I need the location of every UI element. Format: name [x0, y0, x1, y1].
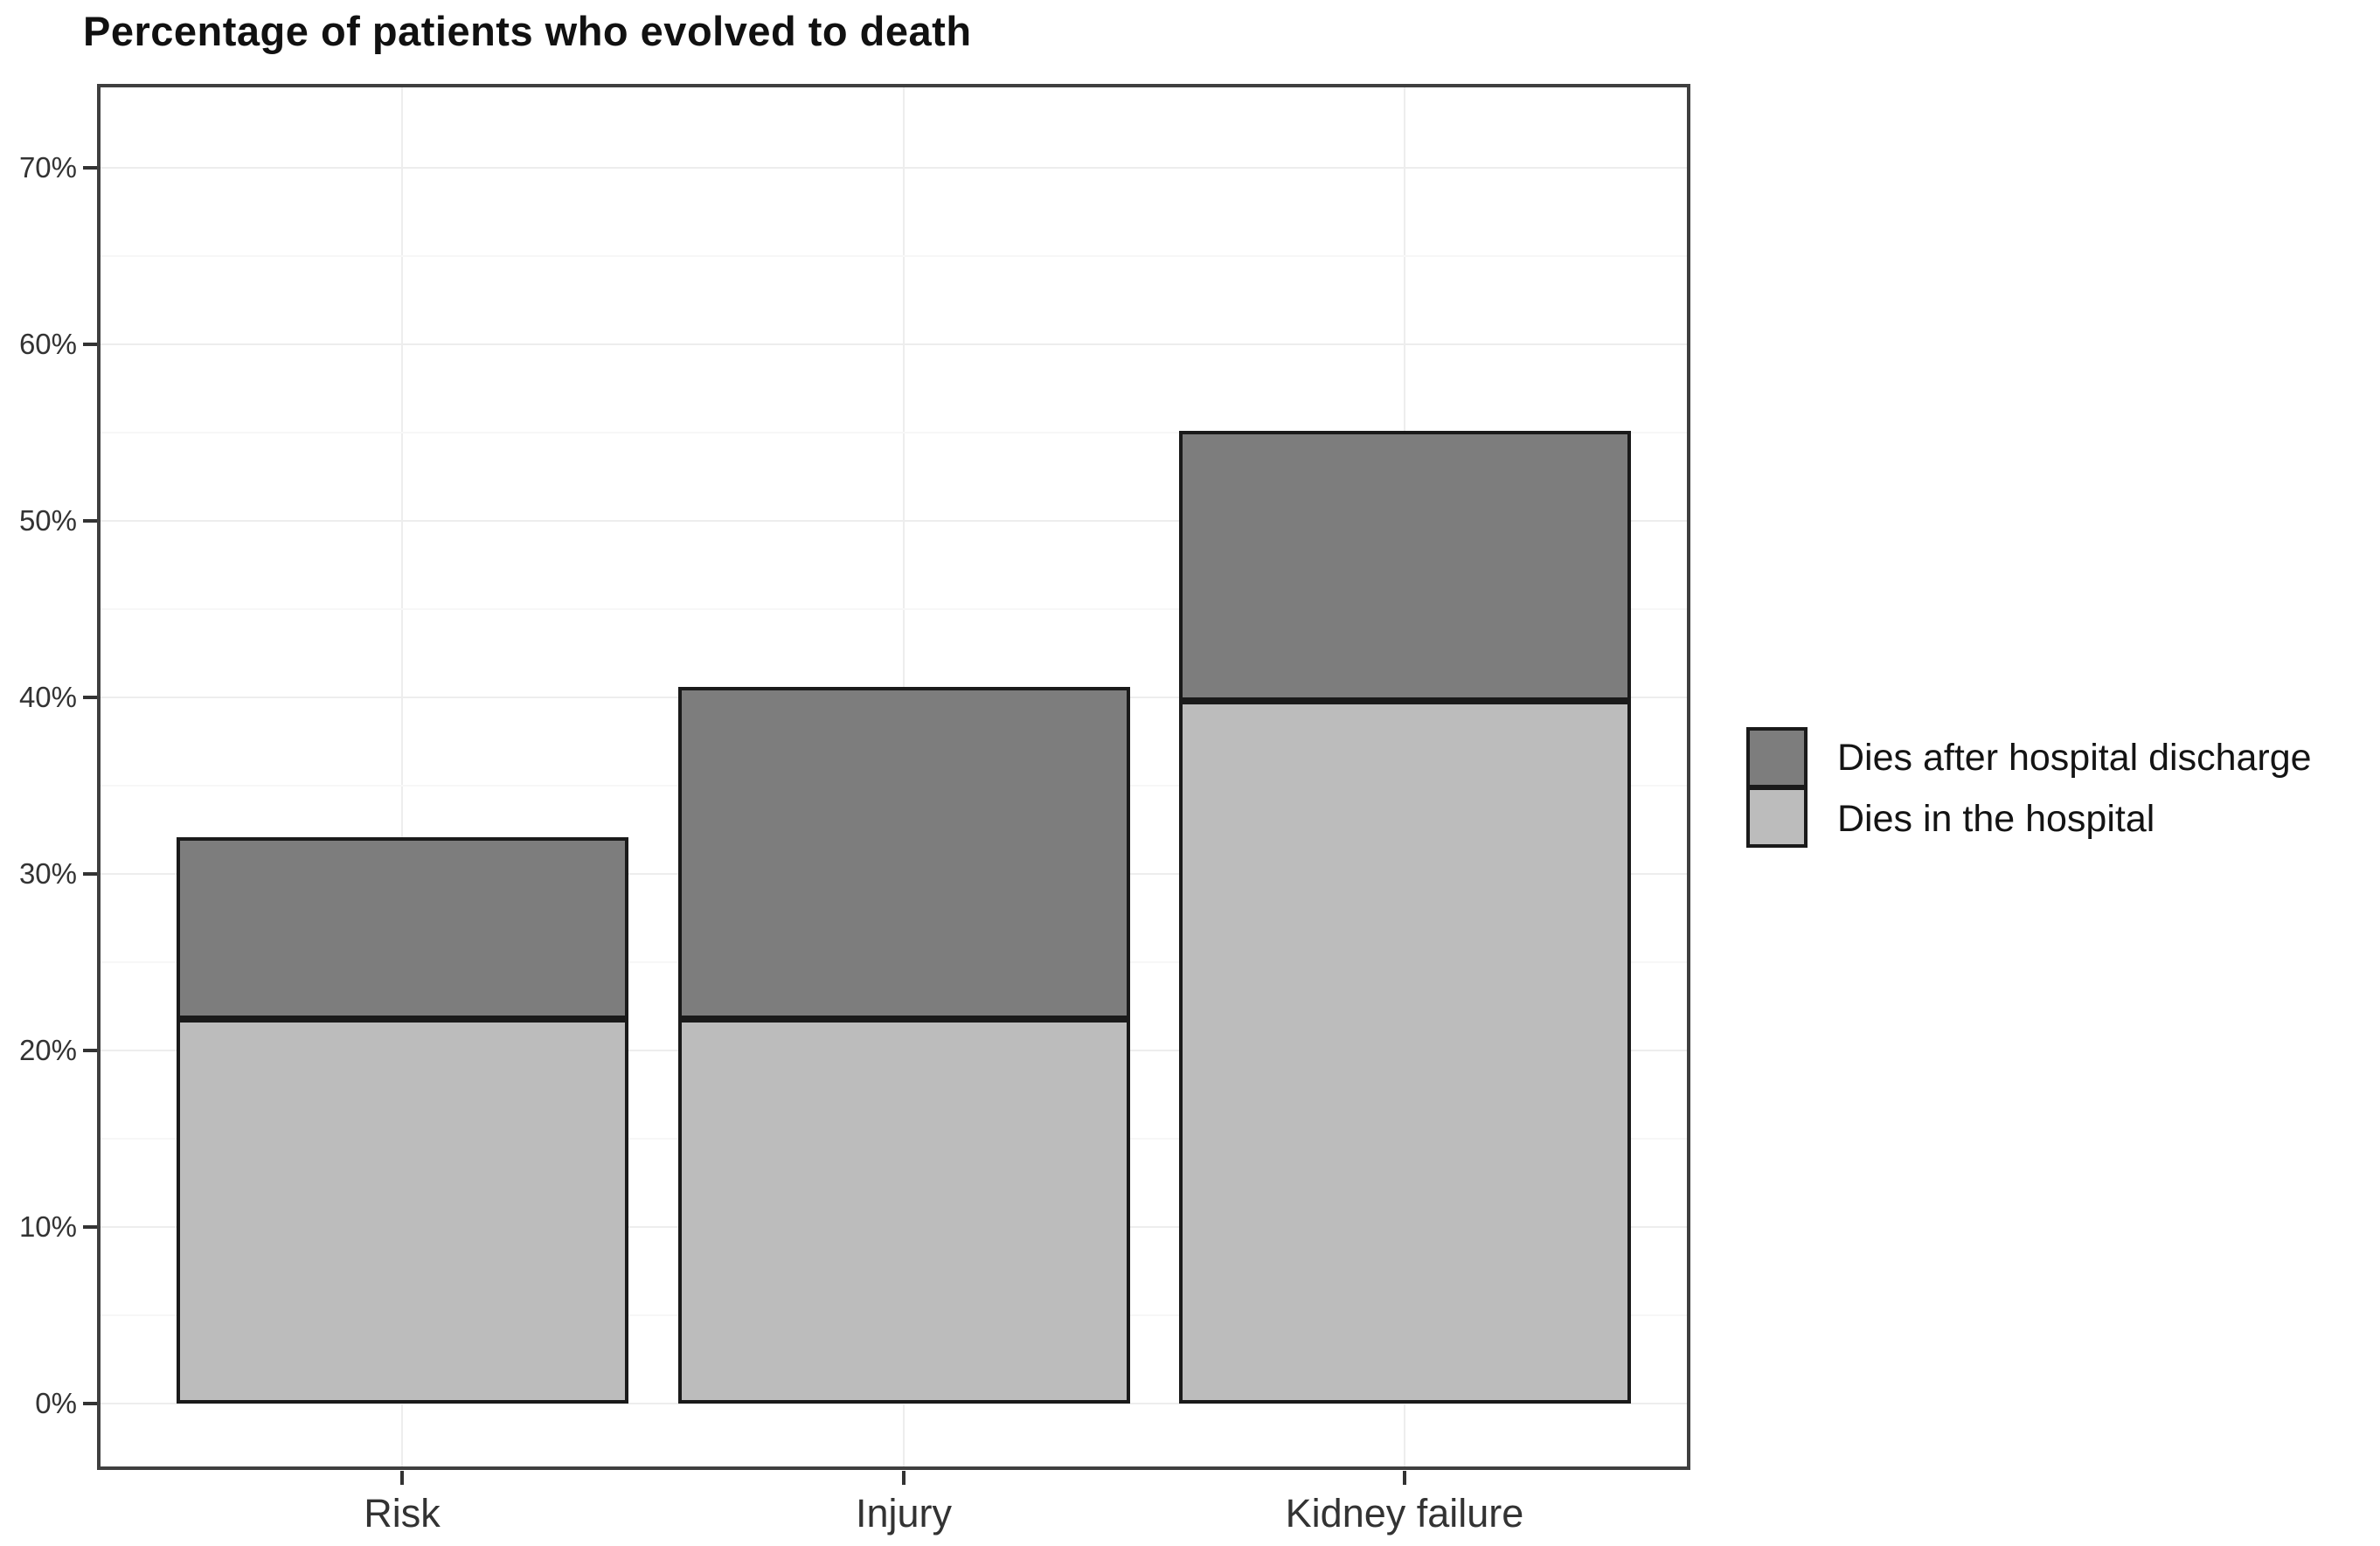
legend-label: Dies after hospital discharge: [1837, 736, 2312, 779]
y-tick-mark-50: [83, 519, 97, 523]
y-tick-mark-20: [83, 1049, 97, 1052]
bar-injury-dies-in-the-hospital: [677, 1018, 1130, 1404]
x-tick-mark-injury: [902, 1471, 906, 1485]
legend: Dies after hospital discharge Dies in th…: [1746, 727, 2312, 849]
legend-item-dies-in-the-hospital: Dies in the hospital: [1746, 787, 2312, 849]
x-tick-mark-kidney-failure: [1403, 1471, 1406, 1485]
y-tick-label-50: 50%: [18, 504, 77, 537]
bar-kidney-failure-dies-in-the-hospital: [1178, 701, 1631, 1404]
x-axis-label-risk: Risk: [364, 1491, 441, 1536]
y-tick-label-10: 10%: [18, 1210, 77, 1243]
y-tick-mark-70: [83, 166, 97, 170]
gridline-minor-65: [101, 255, 1687, 257]
gridline-major-0: [101, 1403, 1687, 1404]
chart-title: Percentage of patients who evolved to de…: [83, 8, 972, 54]
gridline-minor-45: [101, 608, 1687, 610]
legend-item-dies-after-hospital-discharge: Dies after hospital discharge: [1746, 727, 2312, 788]
y-tick-label-60: 60%: [18, 328, 77, 360]
gridline-major-50: [101, 520, 1687, 522]
y-tick-label-40: 40%: [18, 681, 77, 713]
x-tick-mark-risk: [400, 1471, 404, 1485]
gridline-major-60: [101, 343, 1687, 345]
y-tick-mark-10: [83, 1225, 97, 1229]
bar-injury-dies-after-hospital-discharge: [677, 686, 1130, 1019]
gridline-major-70: [101, 167, 1687, 169]
y-tick-mark-30: [83, 872, 97, 876]
legend-label: Dies in the hospital: [1837, 797, 2155, 840]
y-tick-label-30: 30%: [18, 857, 77, 890]
x-axis-label-injury: Injury: [855, 1491, 953, 1536]
bar-risk-dies-after-hospital-discharge: [176, 836, 628, 1019]
y-tick-mark-40: [83, 696, 97, 699]
plot-panel: [97, 84, 1690, 1470]
bar-risk-dies-in-the-hospital: [176, 1018, 628, 1404]
legend-swatch-dies-after-hospital-discharge: [1746, 727, 1808, 788]
gridline-vertical-risk: [401, 87, 403, 1466]
gridline-minor-55: [101, 432, 1687, 433]
legend-swatch-dies-in-the-hospital: [1746, 787, 1808, 848]
y-tick-label-0: 0%: [35, 1387, 77, 1419]
y-tick-mark-60: [83, 343, 97, 346]
bar-kidney-failure-dies-after-hospital-discharge: [1178, 430, 1631, 702]
y-tick-label-70: 70%: [18, 151, 77, 184]
y-tick-label-20: 20%: [18, 1034, 77, 1066]
y-tick-mark-0: [83, 1402, 97, 1405]
x-axis-label-kidney-failure: Kidney failure: [1285, 1491, 1524, 1536]
